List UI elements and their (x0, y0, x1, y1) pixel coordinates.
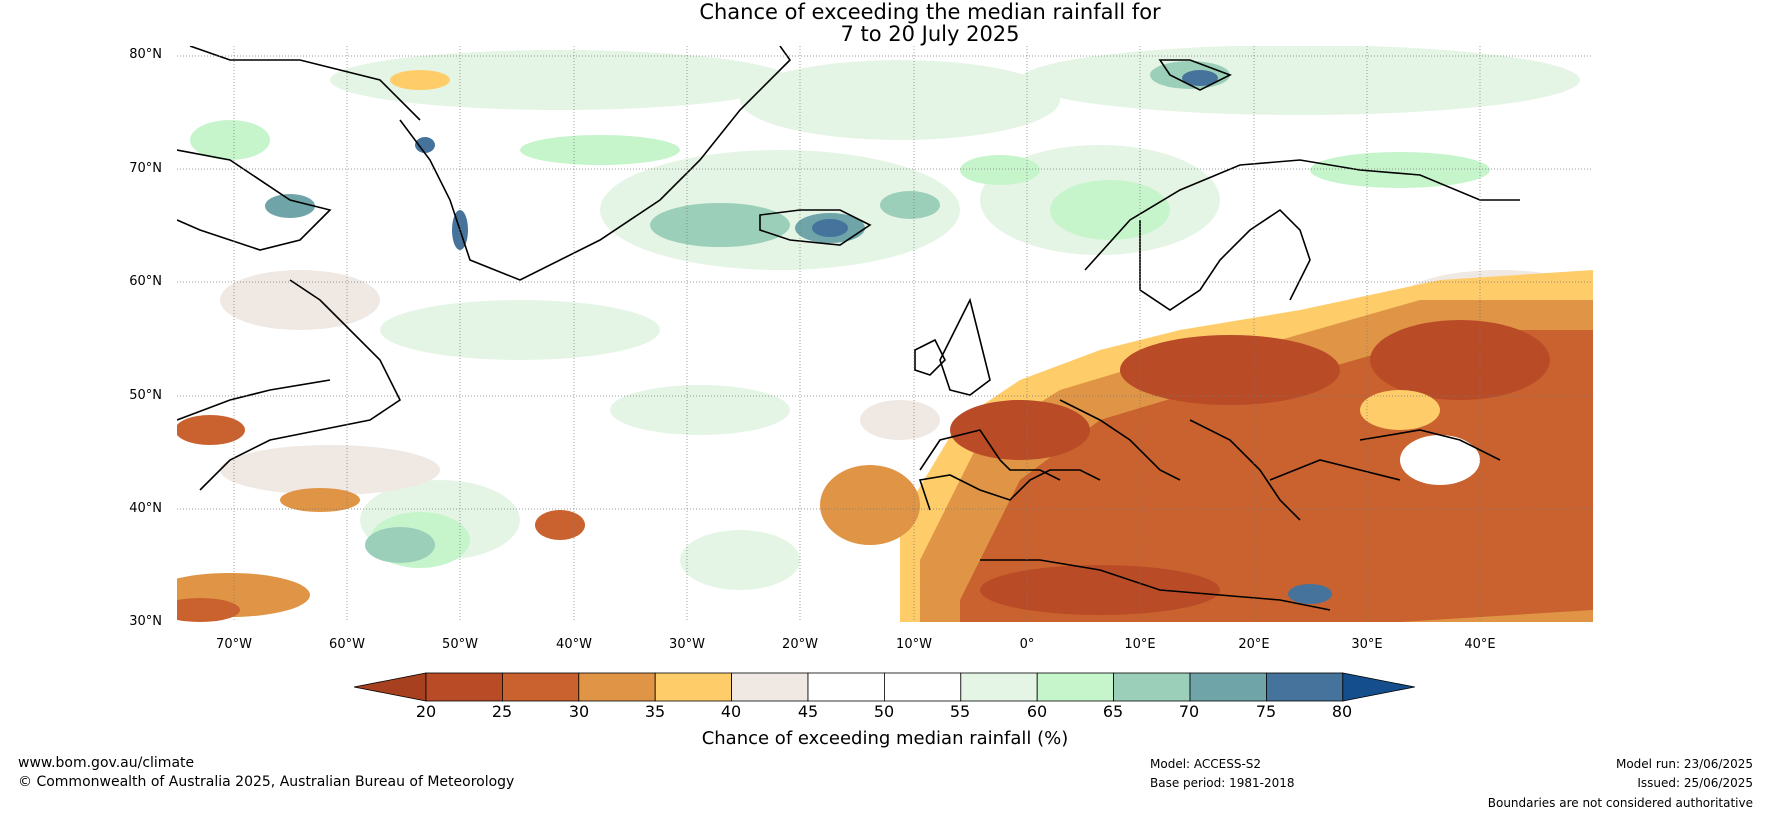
colorbar-segment (1113, 672, 1191, 702)
lat-label-80n: 80°N (129, 47, 162, 62)
colorbar-tick: 35 (644, 702, 666, 721)
colorbar-tick: 70 (1178, 702, 1200, 721)
lon-label-40e: 40°E (1464, 637, 1496, 652)
lon-label-20e: 20°E (1238, 637, 1270, 652)
graticule (177, 46, 1593, 622)
copyright-text: © Commonwealth of Australia 2025, Austra… (18, 774, 515, 790)
colorbar-label: Chance of exceeding median rainfall (%) (701, 728, 1069, 749)
colorbar-segment (578, 672, 656, 702)
lon-label-10w: 10°W (896, 637, 932, 652)
colorbar (353, 672, 1415, 702)
colorbar-tick: 30 (568, 702, 590, 721)
map-area (177, 46, 1593, 622)
lat-label-50n: 50°N (129, 388, 162, 403)
lon-label-30e: 30°E (1351, 637, 1383, 652)
colorbar-segment (731, 672, 809, 702)
disclaimer-text: Boundaries are not considered authoritat… (1487, 796, 1753, 810)
lat-label-40n: 40°N (129, 501, 162, 516)
colorbar-segment (1189, 672, 1267, 702)
colorbar-tick: 45 (797, 702, 819, 721)
colorbar-segment (807, 672, 885, 702)
colorbar-tick: 40 (720, 702, 742, 721)
lon-label-50w: 50°W (442, 637, 478, 652)
colorbar-extend-low (353, 672, 427, 702)
lat-label-70n: 70°N (129, 161, 162, 176)
lat-label-30n: 30°N (129, 614, 162, 629)
coastlines (177, 46, 1520, 611)
colorbar-tick: 20 (415, 702, 437, 721)
colorbar-segment (425, 672, 503, 702)
lat-label-60n: 60°N (129, 274, 162, 289)
dry-region (820, 270, 1593, 622)
colorbar-segment (960, 672, 1038, 702)
colorbar-tick: 60 (1026, 702, 1048, 721)
lon-label-0: 0° (1019, 637, 1035, 652)
colorbar-tick: 50 (873, 702, 895, 721)
base-period: Base period: 1981-2018 (1150, 776, 1295, 790)
colorbar-extend-high (1342, 672, 1415, 702)
model-run-date: Model run: 23/06/2025 (1615, 757, 1753, 771)
lon-label-70w: 70°W (216, 637, 252, 652)
map-title-line2: 7 to 20 July 2025 (840, 22, 1020, 46)
model-name: Model: ACCESS-S2 (1150, 757, 1262, 771)
green-patches (330, 46, 1580, 590)
colorbar-tick: 80 (1331, 702, 1353, 721)
colorbar-tick: 25 (491, 702, 513, 721)
lon-label-10e: 10°E (1124, 637, 1156, 652)
colorbar-segment (654, 672, 733, 702)
sw-dry-patches (177, 70, 585, 622)
lon-label-30w: 30°W (669, 637, 705, 652)
colorbar-segment (501, 672, 580, 702)
colorbar-segment (1036, 672, 1114, 702)
issued-date: Issued: 25/06/2025 (1637, 776, 1753, 790)
colorbar-tick: 55 (949, 702, 971, 721)
map-title-line1: Chance of exceeding the median rainfall … (699, 0, 1161, 24)
lon-label-60w: 60°W (329, 637, 365, 652)
colorbar-segment (1266, 672, 1344, 702)
colorbar-tick: 65 (1102, 702, 1124, 721)
website-link[interactable]: www.bom.gov.au/climate (18, 755, 195, 771)
lon-label-40w: 40°W (556, 637, 592, 652)
lon-label-20w: 20°W (782, 637, 818, 652)
colorbar-segment (884, 672, 962, 702)
colorbar-tick: 75 (1255, 702, 1277, 721)
